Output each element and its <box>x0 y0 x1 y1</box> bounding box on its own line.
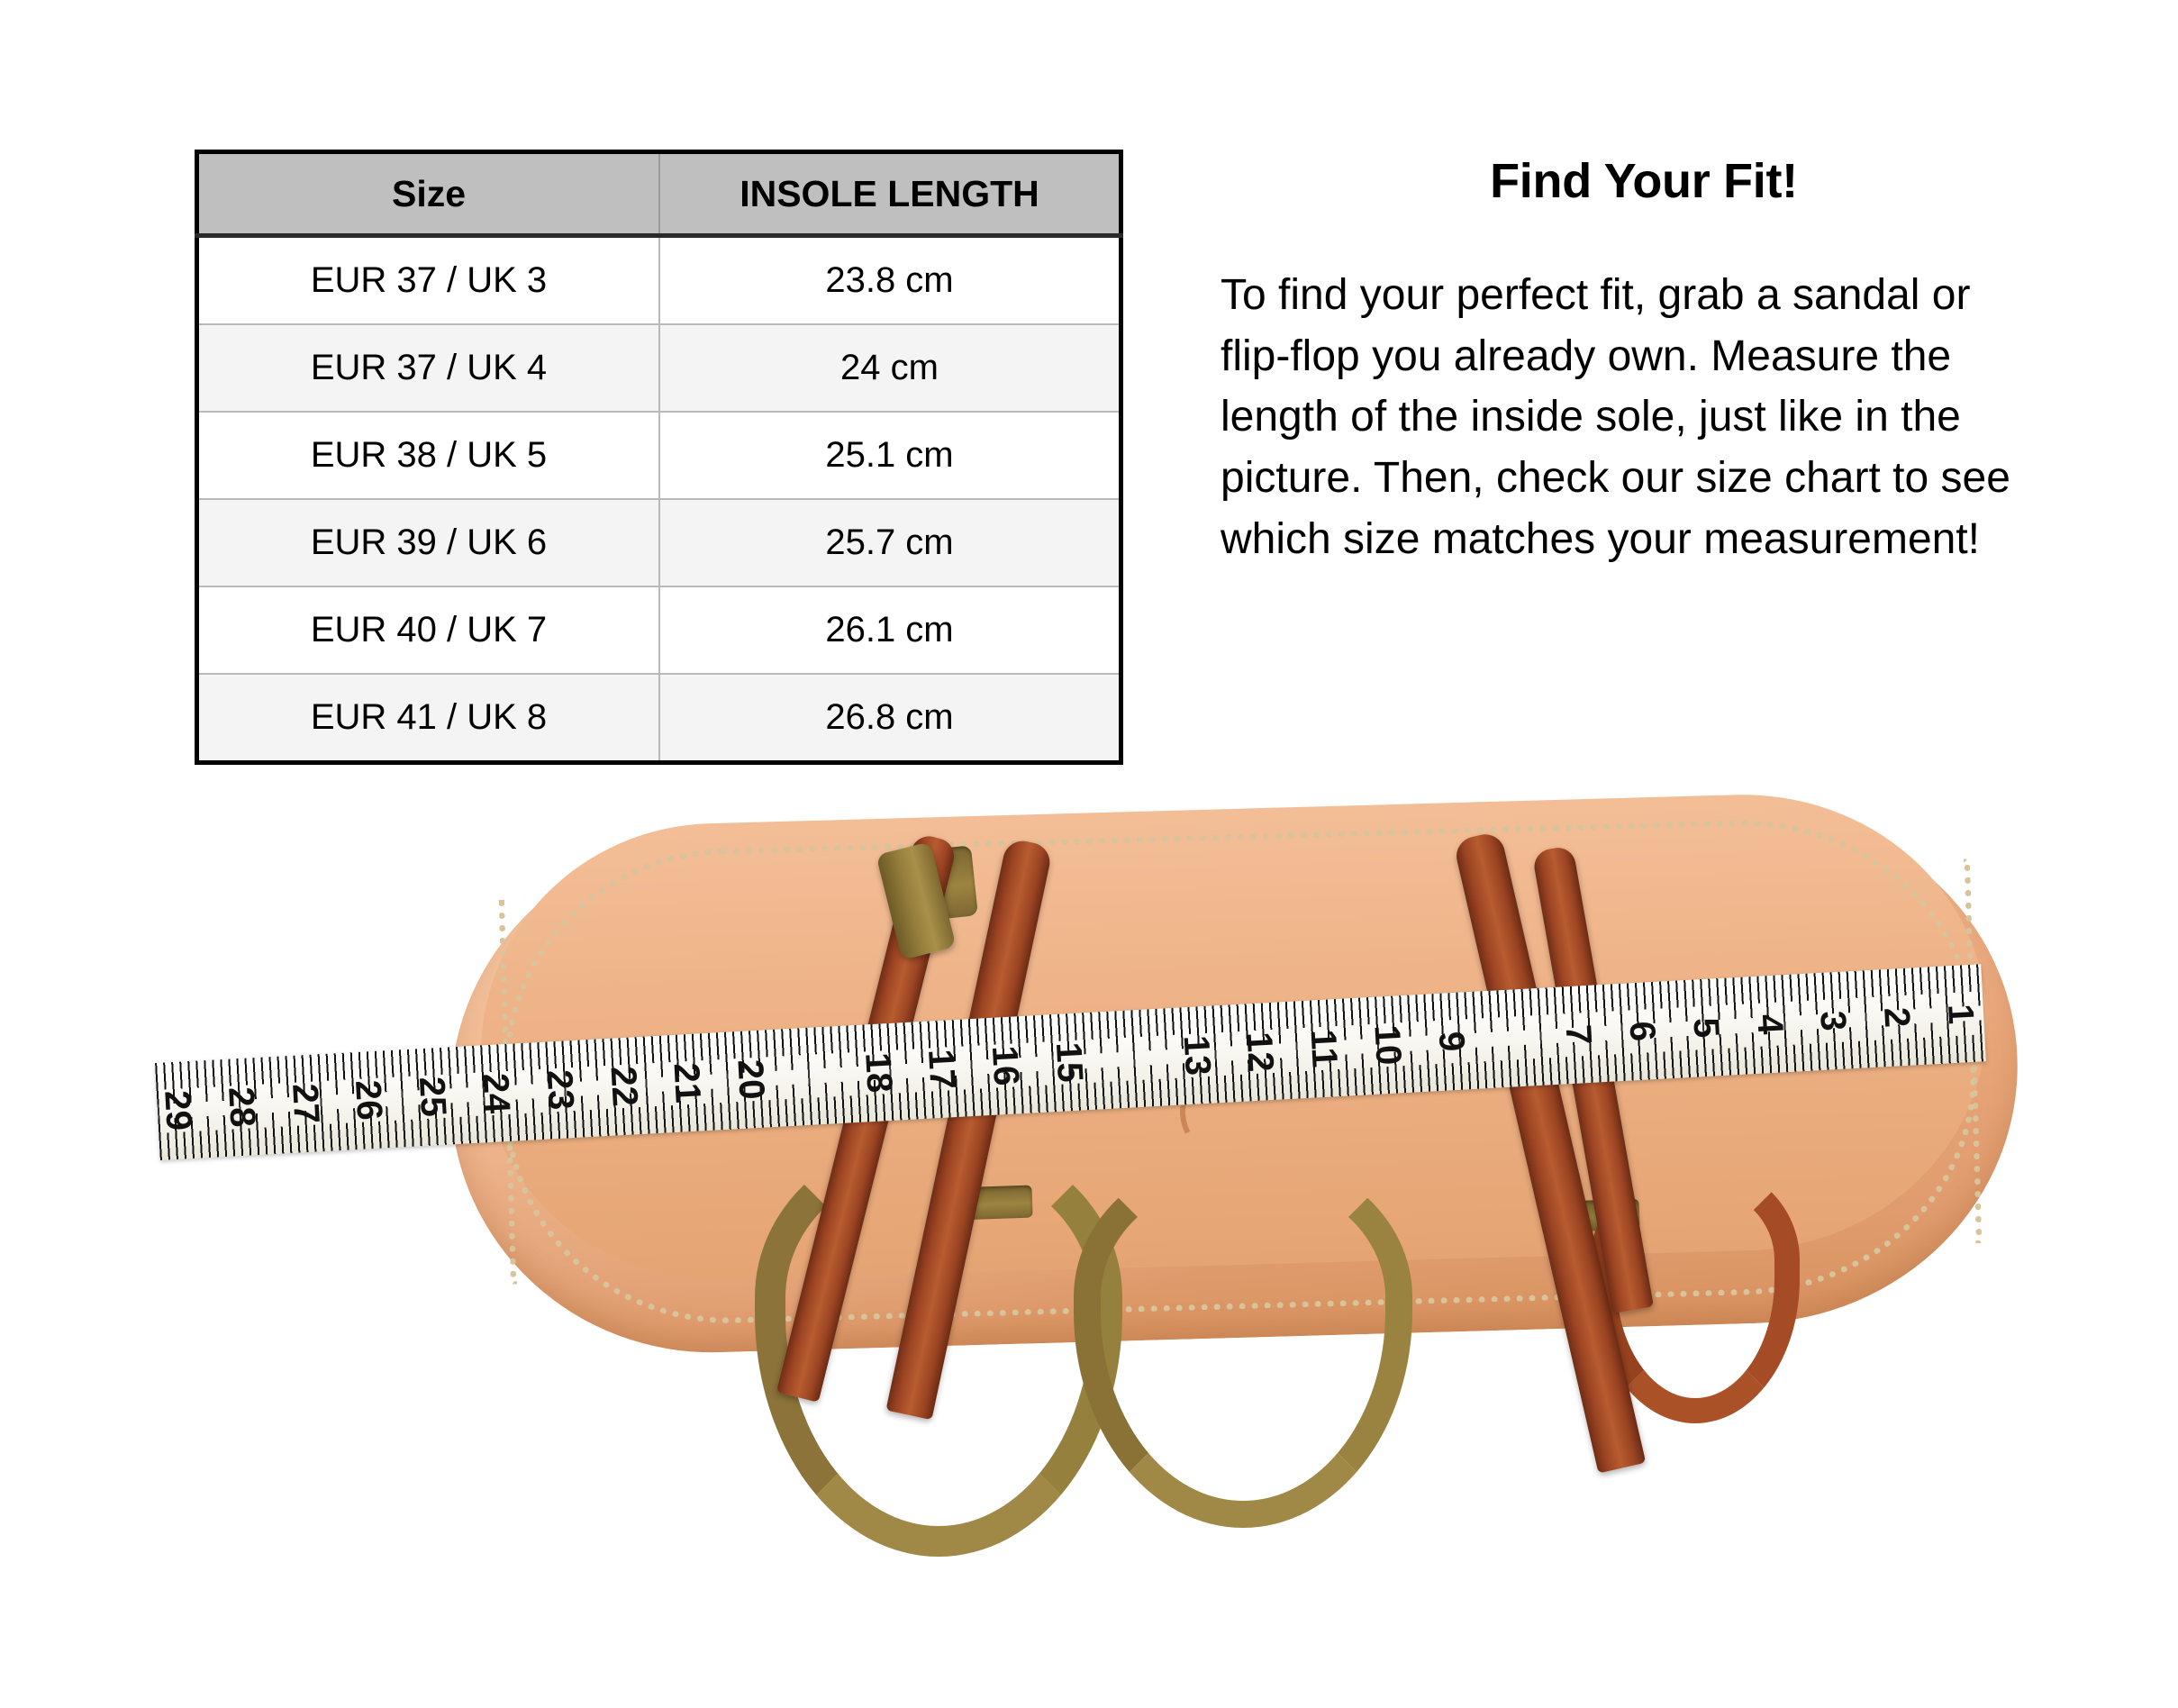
table-row: EUR 41 / UK 8 26.8 cm <box>196 674 1121 763</box>
fit-instructions-text: To find your perfect fit, grab a sandal … <box>1221 271 2010 563</box>
tape-number-2: 2 <box>1876 1006 1918 1029</box>
cell-size: EUR 37 / UK 3 <box>196 235 659 325</box>
tape-number-12: 12 <box>1239 1031 1282 1074</box>
table-row: EUR 39 / UK 6 25.7 cm <box>196 499 1121 587</box>
tape-number-22: 22 <box>603 1065 645 1108</box>
strap-loop-outline-right <box>1074 1153 1412 1528</box>
tape-number-10: 10 <box>1366 1023 1409 1067</box>
cell-insole-length: 23.8 cm <box>658 235 1121 325</box>
sandal-measurement-photo: anna • anna 2928272625242322212018171615… <box>0 793 2178 1708</box>
size-chart-table: Size INSOLE LENGTH EUR 37 / UK 3 23.8 cm… <box>195 150 1123 765</box>
tape-number-18: 18 <box>857 1051 900 1095</box>
cell-insole-length: 26.8 cm <box>658 674 1121 763</box>
tape-number-4: 4 <box>1748 1013 1791 1036</box>
tape-number-24: 24 <box>475 1072 518 1115</box>
tape-number-17: 17 <box>921 1048 963 1091</box>
tape-number-7: 7 <box>1557 1023 1600 1046</box>
tape-number-21: 21 <box>666 1061 709 1104</box>
table-row: EUR 40 / UK 7 26.1 cm <box>196 586 1121 675</box>
tape-number-11: 11 <box>1302 1028 1345 1069</box>
sandal-strap-loop-right <box>1074 1153 1412 1528</box>
table-row: EUR 37 / UK 3 23.8 cm <box>196 235 1121 325</box>
column-header-size: Size <box>196 151 659 238</box>
cell-size: EUR 38 / UK 5 <box>196 412 659 500</box>
tape-number-5: 5 <box>1685 1016 1727 1040</box>
table-header-row: Size INSOLE LENGTH <box>196 151 1121 238</box>
cell-insole-length: 25.7 cm <box>658 499 1121 587</box>
size-chart-body: EUR 37 / UK 3 23.8 cm EUR 37 / UK 4 24 c… <box>196 235 1121 763</box>
tape-number-28: 28 <box>220 1086 263 1129</box>
cell-size: EUR 41 / UK 8 <box>196 674 659 763</box>
tape-number-16: 16 <box>985 1044 1027 1087</box>
tape-number-25: 25 <box>412 1076 454 1118</box>
tape-number-29: 29 <box>157 1089 199 1132</box>
tape-number-1: 1 <box>1939 1003 1982 1025</box>
find-your-fit-panel: Find Your Fit! To find your perfect fit,… <box>1221 153 2067 569</box>
tape-number-15: 15 <box>1048 1040 1091 1084</box>
cell-size: EUR 40 / UK 7 <box>196 586 659 675</box>
tape-number-3: 3 <box>1812 1009 1854 1032</box>
tape-number-9: 9 <box>1430 1030 1472 1053</box>
cell-size: EUR 39 / UK 6 <box>196 499 659 587</box>
table-row: EUR 37 / UK 4 24 cm <box>196 324 1121 413</box>
tape-number-26: 26 <box>348 1078 390 1122</box>
cell-insole-length: 25.1 cm <box>658 412 1121 500</box>
tape-number-13: 13 <box>1175 1034 1218 1077</box>
table-row: EUR 38 / UK 5 25.1 cm <box>196 412 1121 500</box>
size-chart-header: Size INSOLE LENGTH <box>196 151 1121 238</box>
tape-number-27: 27 <box>284 1082 326 1125</box>
column-header-insole-length: INSOLE LENGTH <box>658 151 1121 238</box>
cell-size: EUR 37 / UK 4 <box>196 324 659 413</box>
page-title: Find Your Fit! <box>1490 154 1798 208</box>
tape-number-6: 6 <box>1621 1020 1663 1043</box>
tape-number-23: 23 <box>539 1068 581 1112</box>
cell-insole-length: 26.1 cm <box>658 586 1121 675</box>
cell-insole-length: 24 cm <box>658 324 1121 413</box>
tape-number-20: 20 <box>730 1058 772 1101</box>
